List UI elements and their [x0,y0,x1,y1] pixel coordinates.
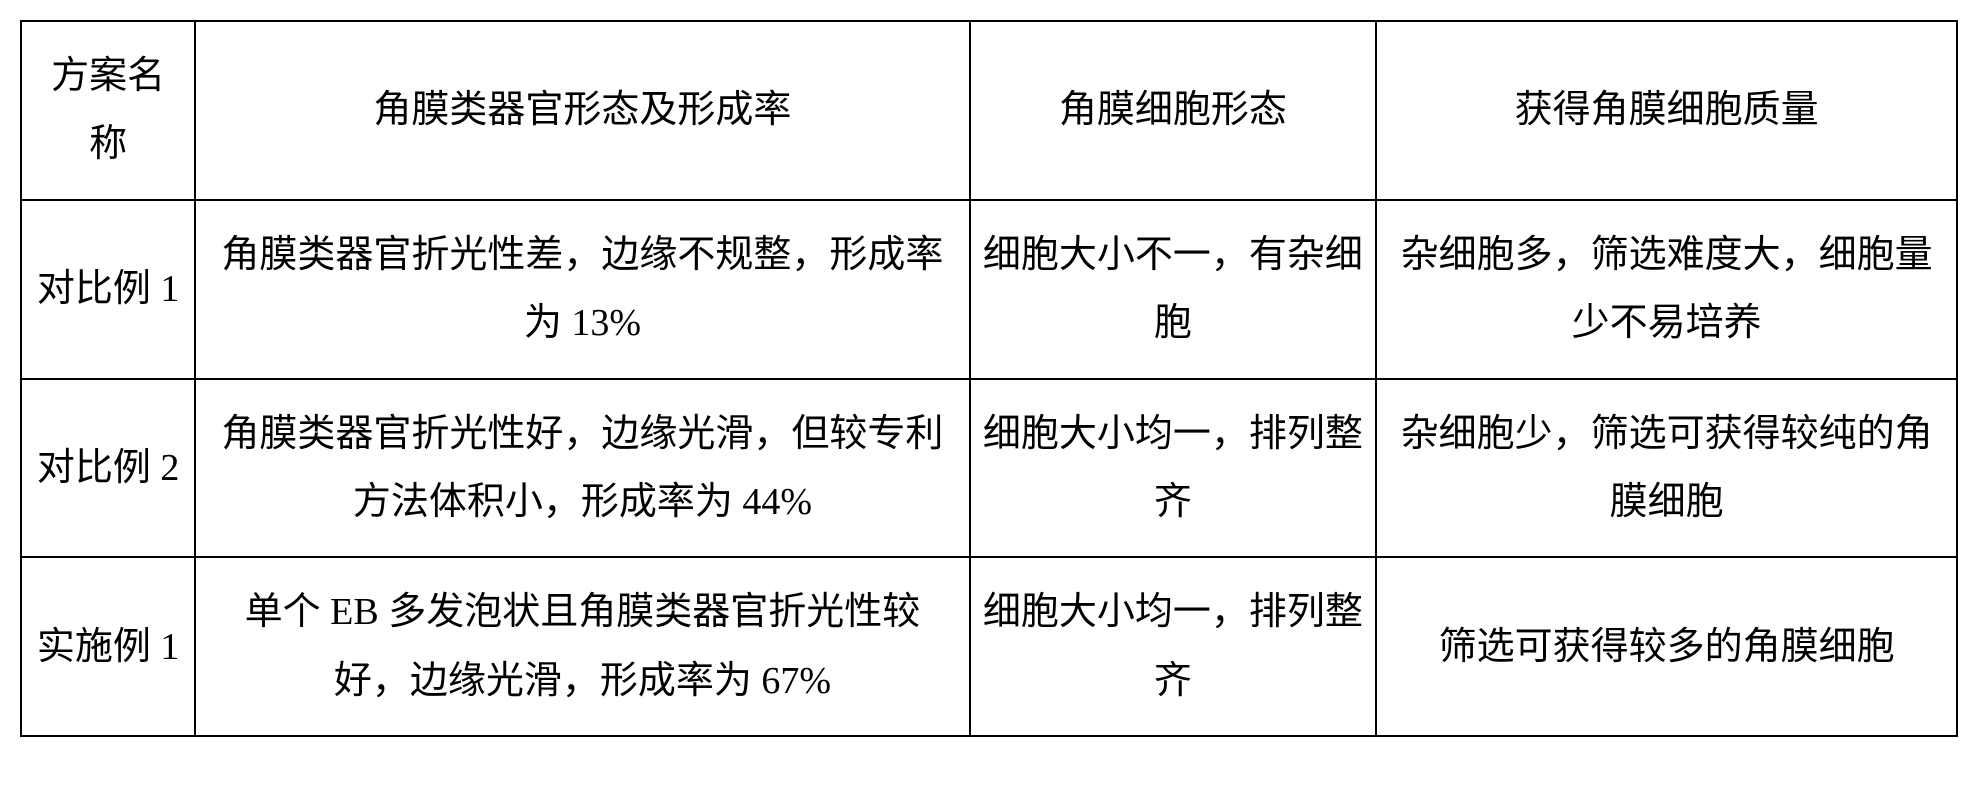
cell-quality: 杂细胞少，筛选可获得较纯的角膜细胞 [1376,379,1957,558]
cell-quality: 杂细胞多，筛选难度大，细胞量少不易培养 [1376,200,1957,379]
cell-cell-morph: 细胞大小均一，排列整齐 [970,379,1377,558]
cell-morphology: 单个 EB 多发泡状且角膜类器官折光性较好，边缘光滑，形成率为 67% [195,557,969,736]
header-morphology: 角膜类器官形态及形成率 [195,21,969,200]
header-cell-morph: 角膜细胞形态 [970,21,1377,200]
cell-morphology: 角膜类器官折光性差，边缘不规整，形成率为 13% [195,200,969,379]
header-quality: 获得角膜细胞质量 [1376,21,1957,200]
header-scheme-name: 方案名称 [21,21,195,200]
table-header-row: 方案名称 角膜类器官形态及形成率 角膜细胞形态 获得角膜细胞质量 [21,21,1957,200]
cell-cell-morph: 细胞大小不一，有杂细胞 [970,200,1377,379]
cell-quality: 筛选可获得较多的角膜细胞 [1376,557,1957,736]
table-row: 实施例 1 单个 EB 多发泡状且角膜类器官折光性较好，边缘光滑，形成率为 67… [21,557,1957,736]
cell-scheme-name: 对比例 1 [21,200,195,379]
comparison-table: 方案名称 角膜类器官形态及形成率 角膜细胞形态 获得角膜细胞质量 对比例 1 角… [20,20,1958,737]
cell-scheme-name: 实施例 1 [21,557,195,736]
table-row: 对比例 2 角膜类器官折光性好，边缘光滑，但较专利方法体积小，形成率为 44% … [21,379,1957,558]
cell-morphology: 角膜类器官折光性好，边缘光滑，但较专利方法体积小，形成率为 44% [195,379,969,558]
cell-cell-morph: 细胞大小均一，排列整齐 [970,557,1377,736]
cell-scheme-name: 对比例 2 [21,379,195,558]
table-row: 对比例 1 角膜类器官折光性差，边缘不规整，形成率为 13% 细胞大小不一，有杂… [21,200,1957,379]
